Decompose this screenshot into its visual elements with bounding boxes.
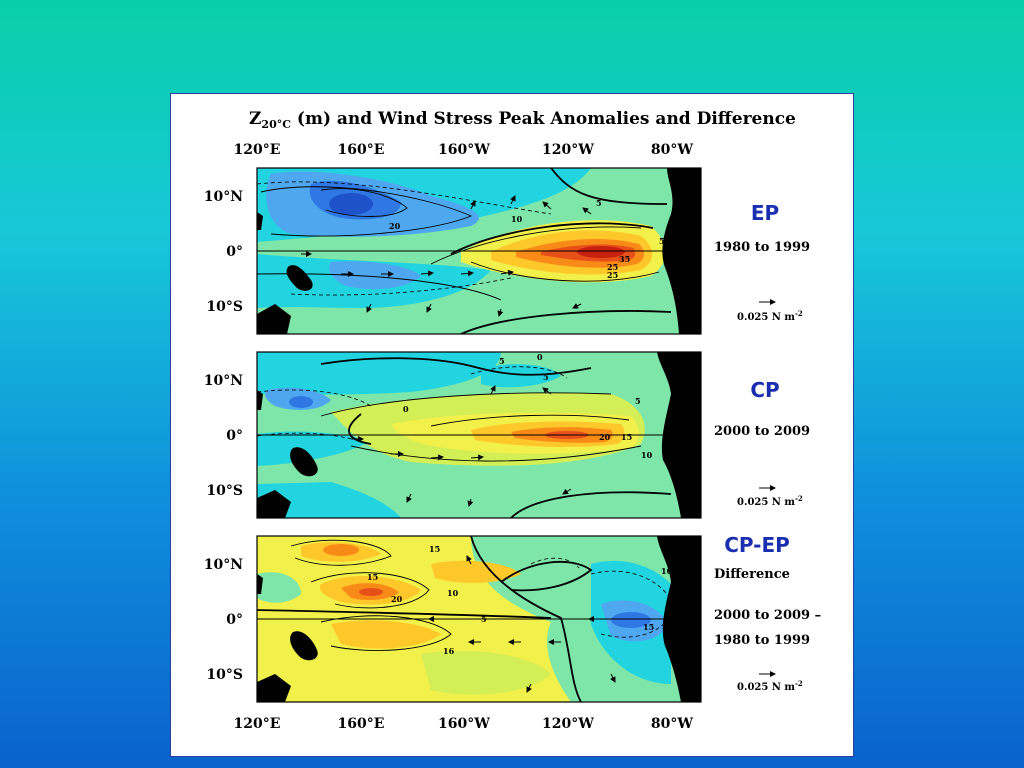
contour-label: 16 xyxy=(443,646,455,656)
contour-label: 10 xyxy=(661,566,673,576)
contour-label: 15 xyxy=(367,572,378,582)
contour-label: 35 xyxy=(619,254,630,264)
contour-label: 15 xyxy=(429,544,440,554)
lat-tick: 0° xyxy=(226,612,243,628)
panel-difference-name: CP-EP xyxy=(724,533,790,557)
lon-tick: 80°W xyxy=(651,142,693,158)
contour-label: 10 xyxy=(447,588,459,598)
lon-tick: 160°W xyxy=(438,716,490,732)
panel-ep-period: 1980 to 1999 xyxy=(714,240,810,255)
contour-label: 5 xyxy=(499,356,505,366)
panel-difference-period-b: 1980 to 1999 xyxy=(714,633,810,648)
lat-tick: 10°N xyxy=(204,557,243,573)
lon-tick: 80°W xyxy=(651,716,693,732)
lat-axis: 10°N 0° 10°S 10°N 0° 10°S 10°N 0° 10°S xyxy=(204,189,243,683)
panel-difference-period-a: 2000 to 2009 – xyxy=(714,608,821,623)
contour-label: 15 xyxy=(643,622,654,632)
panel-difference-legend: CP-EP Difference 2000 to 2009 – 1980 to … xyxy=(714,533,821,693)
lon-tick: 120°W xyxy=(542,142,594,158)
lon-axis-bottom: 120°E 160°E 160°W 120°W 80°W xyxy=(234,716,694,732)
lon-tick: 120°E xyxy=(234,142,281,158)
lat-tick: 10°N xyxy=(204,373,243,389)
lat-tick: 10°S xyxy=(206,667,243,683)
contour-label: 25 xyxy=(607,270,618,280)
contour-label: 5 xyxy=(635,396,641,406)
panel-ep-legend: EP 1980 to 1999 0.025 N m-2 xyxy=(714,201,810,323)
panel-cp-name: CP xyxy=(750,378,779,402)
lat-tick: 0° xyxy=(226,244,243,260)
contour-label: 0 xyxy=(537,352,543,362)
lon-tick: 160°E xyxy=(338,142,385,158)
lon-axis-top: 120°E 160°E 160°W 120°W 80°W xyxy=(234,142,694,158)
lat-tick: 10°N xyxy=(204,189,243,205)
panel-ep-name: EP xyxy=(751,201,779,225)
lat-tick: 10°S xyxy=(206,299,243,315)
panel-cp-period: 2000 to 2009 xyxy=(714,424,810,439)
panel-cp-legend: CP 2000 to 2009 0.025 N m-2 xyxy=(714,378,810,508)
lon-tick: 160°W xyxy=(438,142,490,158)
contour-label: 20 xyxy=(389,221,401,231)
contour-label: 0 xyxy=(403,404,409,414)
contour-label: 20 xyxy=(391,594,403,604)
contour-label: 10 xyxy=(641,450,653,460)
lat-tick: 0° xyxy=(226,428,243,444)
lat-tick: 10°S xyxy=(206,483,243,499)
contour-label: 10 xyxy=(511,214,523,224)
contour-label: 5 xyxy=(481,614,487,624)
contour-label: 20 xyxy=(599,432,611,442)
scale-label: 0.025 N m-2 xyxy=(737,494,803,508)
contour-label: 25 xyxy=(607,262,618,272)
contour-label: 5 xyxy=(543,372,549,382)
panel-ep-map: 20 10 5 35 25 25 5 xyxy=(256,167,702,335)
contour-label: 5 xyxy=(596,198,602,208)
lon-tick: 120°W xyxy=(542,716,594,732)
figure-svg: Z20°C (m) and Wind Stress Peak Anomalies… xyxy=(204,109,821,732)
panel-difference-subtitle: Difference xyxy=(714,567,790,582)
panel-cp-map: 5 0 5 0 20 15 10 5 xyxy=(256,351,702,519)
scale-label: 0.025 N m-2 xyxy=(737,309,803,323)
scale-label: 0.025 N m-2 xyxy=(737,679,803,693)
figure-title: Z20°C (m) and Wind Stress Peak Anomalies… xyxy=(249,109,796,131)
contour-label: 15 xyxy=(621,432,632,442)
panel-difference-map: 15 15 20 10 5 16 15 10 xyxy=(256,535,702,703)
figure-card: Z20°C (m) and Wind Stress Peak Anomalies… xyxy=(170,93,854,757)
contour-label: 5 xyxy=(659,236,665,246)
lon-tick: 120°E xyxy=(234,716,281,732)
lon-tick: 160°E xyxy=(338,716,385,732)
